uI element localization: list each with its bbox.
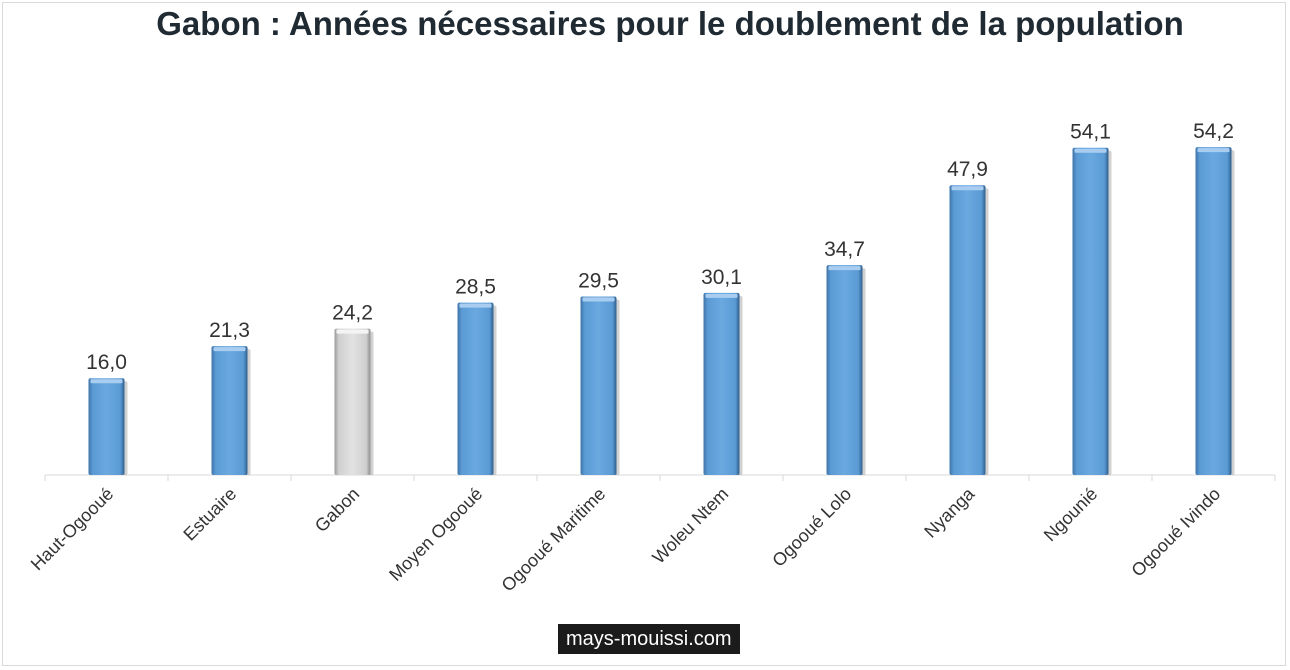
data-label-0: 16,0: [86, 351, 127, 374]
bar-4: [580, 296, 617, 475]
x-tick-label-1: Estuaire: [179, 484, 240, 545]
bar-bevel: [336, 329, 369, 334]
bar-bevel: [828, 266, 861, 271]
data-label-5: 30,1: [701, 266, 742, 289]
x-tick-label-6: Ogooué Lolo: [768, 484, 855, 571]
chart-title: Gabon : Années nécessaires pour le doubl…: [156, 5, 1184, 42]
bar-bevel: [459, 303, 492, 308]
data-label-7: 47,9: [947, 158, 988, 181]
bar-bevel: [1197, 148, 1230, 153]
bar-bevel: [705, 293, 738, 298]
data-label-1: 21,3: [209, 319, 250, 342]
x-tick-label-0: Haut-Ogooué: [27, 484, 118, 575]
data-label-2: 24,2: [332, 302, 373, 325]
bar-bevel: [582, 297, 615, 302]
bar-5: [703, 292, 740, 475]
bar-bevel: [1074, 148, 1107, 153]
data-label-3: 28,5: [455, 276, 496, 299]
data-label-4: 29,5: [578, 270, 619, 293]
bar-1: [211, 346, 248, 475]
x-tick-label-9: Ogooué Ivindo: [1127, 484, 1224, 581]
data-label-9: 54,2: [1193, 120, 1234, 143]
x-tick-label-7: Nyanga: [920, 483, 979, 542]
bar-8: [1072, 147, 1109, 475]
bar-bevel: [213, 347, 246, 352]
x-tick-label-3: Moyen Ogooué: [385, 484, 486, 585]
bar-6: [826, 265, 863, 475]
x-tick-label-8: Ngounié: [1040, 484, 1102, 546]
x-tick-label-2: Gabon: [311, 484, 363, 536]
bar-0: [88, 378, 125, 475]
watermark: mays-mouissi.com: [558, 624, 740, 654]
bar-2: [334, 328, 371, 475]
data-label-8: 54,1: [1070, 121, 1111, 144]
bar-9: [1195, 147, 1232, 475]
bar-7: [949, 185, 986, 475]
x-tick-label-5: Woleu Ntem: [648, 484, 732, 568]
data-label-6: 34,7: [824, 238, 865, 261]
bar-3: [457, 302, 494, 475]
bar-bevel: [951, 186, 984, 191]
x-tick-label-4: Ogooué Maritime: [498, 484, 610, 596]
bar-bevel: [90, 379, 123, 384]
